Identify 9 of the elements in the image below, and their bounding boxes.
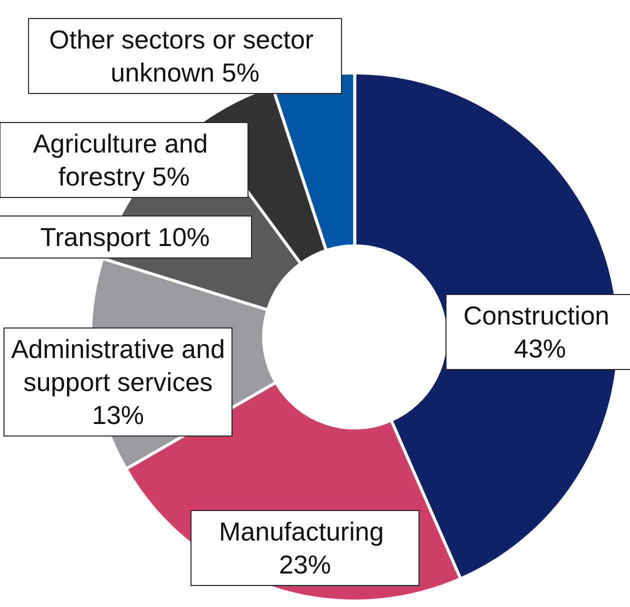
slice-label: Other sectors or sector unknown 5% bbox=[49, 24, 321, 88]
data-label: 13% bbox=[92, 400, 144, 430]
slice-label: Transport 10% bbox=[40, 222, 210, 252]
slice-label: Construction bbox=[463, 300, 617, 330]
data-label: 43% bbox=[514, 334, 566, 364]
slice-label: Administrative and support services bbox=[11, 334, 225, 397]
slice-label: Manufacturing bbox=[219, 516, 391, 546]
slice-label: Agriculture and forestry 5% bbox=[32, 128, 216, 192]
data-label: 23% bbox=[278, 550, 332, 580]
